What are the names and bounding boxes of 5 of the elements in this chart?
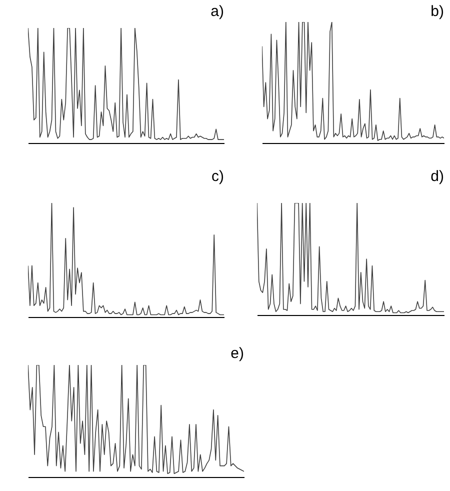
chart-title: d) bbox=[430, 168, 444, 185]
chart-title: e) bbox=[230, 345, 244, 362]
chart-title: c) bbox=[212, 168, 224, 185]
chart-title: b) bbox=[430, 3, 444, 20]
chart-title: a) bbox=[210, 3, 224, 20]
